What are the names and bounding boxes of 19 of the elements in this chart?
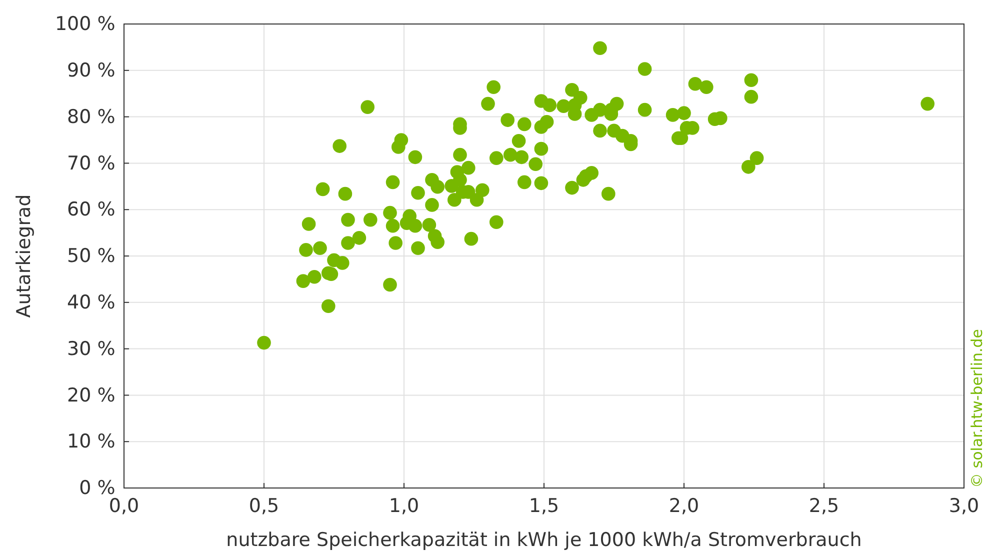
y-tick-label: 20 %: [67, 384, 116, 406]
x-axis-title: nutzbare Speicherkapazität in kWh je 1000 kWh/a Stromverbrauch: [226, 529, 862, 551]
x-tick-label: 1,5: [528, 494, 560, 517]
y-tick-label: 40 %: [67, 291, 116, 314]
y-tick-label: 10 %: [67, 430, 116, 453]
y-tick-label: 100 %: [54, 13, 116, 36]
y-tick-label: 30 %: [67, 338, 116, 360]
x-tick-label: 0,5: [248, 494, 280, 517]
y-tick-label: 60 %: [67, 198, 116, 221]
y-tick-label: 50 %: [67, 245, 116, 268]
x-tick-label: 1,0: [388, 494, 420, 517]
x-tick-label: 3,0: [948, 494, 980, 517]
y-tick-label: 80 %: [67, 106, 116, 128]
text: © solar.htw-berlin.de: [968, 328, 984, 488]
x-tick-label: 2,5: [808, 494, 840, 517]
y-tick-label: 90 %: [67, 59, 116, 82]
y-axis-title: Autarkiegrad: [13, 194, 35, 318]
x-tick-label: 2,0: [668, 494, 700, 517]
y-tick-label: 70 %: [67, 152, 116, 174]
